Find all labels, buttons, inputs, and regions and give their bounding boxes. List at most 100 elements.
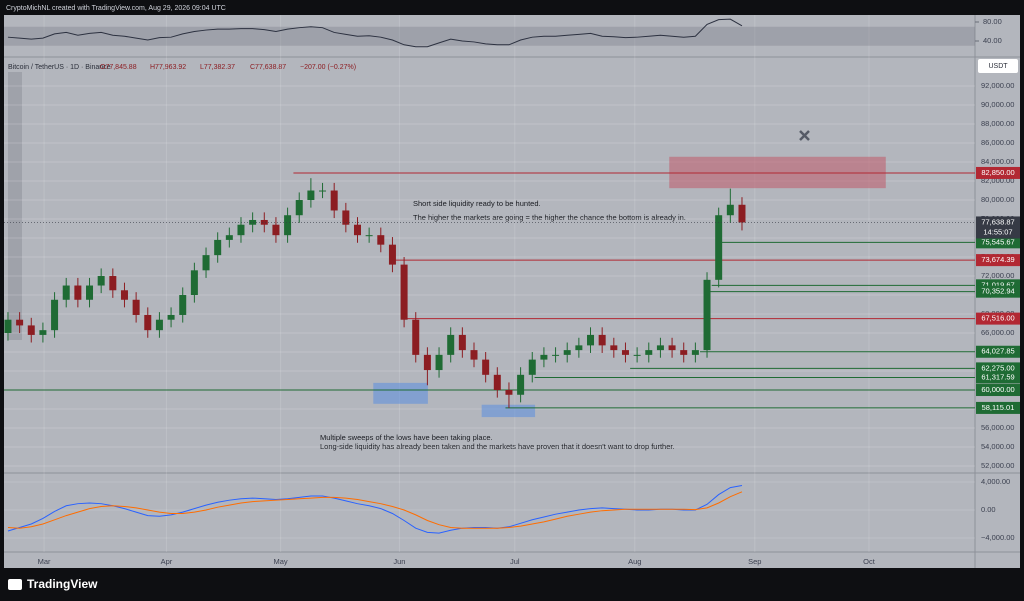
- candle-body: [167, 314, 175, 320]
- x-tick-label: Jul: [510, 557, 520, 566]
- rsi-tick-label: 40.00: [983, 36, 1002, 45]
- ohlc-values: O77,845.88 H77,963.92 L77,382.37 C77,638.87…: [100, 64, 356, 71]
- x-tick-label: Mar: [38, 557, 51, 566]
- candle-body: [179, 295, 187, 315]
- candle-body: [295, 200, 303, 216]
- last-price-box: [976, 216, 1020, 239]
- x-tick-label: Sep: [748, 557, 761, 566]
- candle-body: [16, 319, 24, 326]
- candle-body: [342, 210, 350, 225]
- level-label: 82,850.00: [981, 168, 1014, 177]
- y-tick-label: 54,000.00: [981, 442, 1014, 451]
- candle-body: [447, 334, 455, 355]
- candle-body: [330, 190, 338, 211]
- countdown: 14:55:07: [983, 227, 1012, 236]
- candle-body: [458, 334, 466, 351]
- ohlc-value: L77,382.37: [200, 64, 235, 71]
- candle-body: [528, 359, 536, 375]
- candle-body: [738, 204, 746, 223]
- credit: CryptoMichNL created with TradingView.co…: [6, 5, 226, 12]
- x-tick-label: Oct: [863, 557, 876, 566]
- candle-body: [633, 354, 641, 356]
- y-tick-label: 66,000.00: [981, 328, 1014, 337]
- zone: [481, 404, 536, 418]
- y-tick-label: 92,000.00: [981, 81, 1014, 90]
- candle-body: [272, 224, 280, 236]
- level-label: 60,000.00: [981, 385, 1014, 394]
- candle-body: [74, 285, 82, 300]
- level-label-box: [976, 285, 1020, 298]
- rsi-tick-label: 80.00: [983, 17, 1002, 26]
- y-tick-label: 84,000.00: [981, 157, 1014, 166]
- candle-body: [715, 215, 723, 280]
- macd-line: [7, 484, 743, 534]
- candle-body: [703, 279, 711, 351]
- level-label-box: [976, 236, 1020, 249]
- candle-body: [400, 264, 408, 320]
- level-label: 75,545.67: [981, 237, 1014, 246]
- candle-body: [4, 319, 12, 334]
- candle-body: [249, 219, 257, 225]
- level-label-box: [976, 312, 1020, 325]
- level-label: 61,317.59: [981, 372, 1014, 381]
- y-tick-label: 56,000.00: [981, 423, 1014, 432]
- candle-body: [202, 255, 210, 271]
- candle-body: [39, 330, 47, 335]
- x-tick-label: May: [274, 557, 288, 566]
- y-tick-label: 90,000.00: [981, 100, 1014, 109]
- level-label-box: [976, 254, 1020, 267]
- candle-body: [155, 319, 163, 331]
- candle-body: [435, 354, 443, 371]
- currency[interactable]: USDT: [988, 63, 1008, 70]
- macd-tick-label: −4,000.00: [981, 533, 1015, 542]
- candle-body: [493, 374, 501, 391]
- candle-body: [726, 204, 734, 216]
- y-tick-label: 82,000.00: [981, 176, 1014, 185]
- candle-body: [645, 350, 653, 355]
- candle-body: [587, 334, 595, 346]
- annotation: Multiple sweeps of the lows have been ta…: [320, 433, 493, 442]
- logo-mark: [8, 579, 22, 590]
- level-label-box: [976, 371, 1020, 384]
- level-label: 58,115.01: [982, 403, 1015, 412]
- macd-tick-label: 0.00: [981, 505, 996, 514]
- level-label-box: [976, 166, 1020, 179]
- candle-body: [144, 314, 152, 331]
- ohlc-value: H77,963.92: [150, 64, 186, 71]
- candle-body: [307, 190, 315, 201]
- ohlc-value: −207.00 (−0.27%): [300, 64, 356, 71]
- y-tick-label: 52,000.00: [981, 461, 1014, 470]
- candle-body: [377, 235, 385, 245]
- y-tick-label: 80,000.00: [981, 195, 1014, 204]
- rsi-band: [4, 26, 975, 46]
- candle-body: [51, 299, 59, 331]
- candle-body: [27, 325, 35, 335]
- level-label-box: [976, 345, 1020, 358]
- currency-box[interactable]: [978, 59, 1018, 73]
- candle-body: [540, 354, 548, 360]
- candle-body: [132, 299, 140, 315]
- level-label-box: [976, 362, 1020, 375]
- candle-body: [412, 319, 420, 355]
- candle-body: [319, 190, 327, 192]
- candle-body: [656, 345, 664, 351]
- candle-body: [225, 235, 233, 240]
- candle-body: [120, 290, 128, 300]
- ohlc-value: C77,638.87: [250, 64, 286, 71]
- candle-body: [86, 285, 94, 300]
- candle-body: [284, 215, 292, 236]
- annotation: The higher the markets are going = the h…: [413, 213, 686, 222]
- candle-body: [610, 345, 618, 351]
- candle-body: [353, 224, 361, 236]
- y-tick-label: 86,000.00: [981, 138, 1014, 147]
- candle-body: [552, 354, 560, 356]
- candle-body: [668, 345, 676, 351]
- candle-body: [423, 354, 431, 371]
- candle-body: [575, 345, 583, 351]
- candle-body: [365, 235, 373, 237]
- level-label-box: [976, 384, 1020, 397]
- last-price-label: 77,638.87: [981, 217, 1014, 226]
- candle-body: [97, 276, 105, 286]
- annotation: Long-side liquidity has already been tak…: [320, 442, 675, 451]
